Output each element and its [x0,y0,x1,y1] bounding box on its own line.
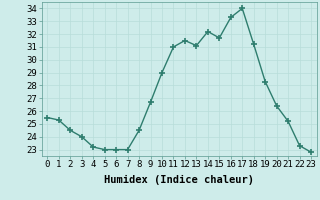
X-axis label: Humidex (Indice chaleur): Humidex (Indice chaleur) [104,175,254,185]
